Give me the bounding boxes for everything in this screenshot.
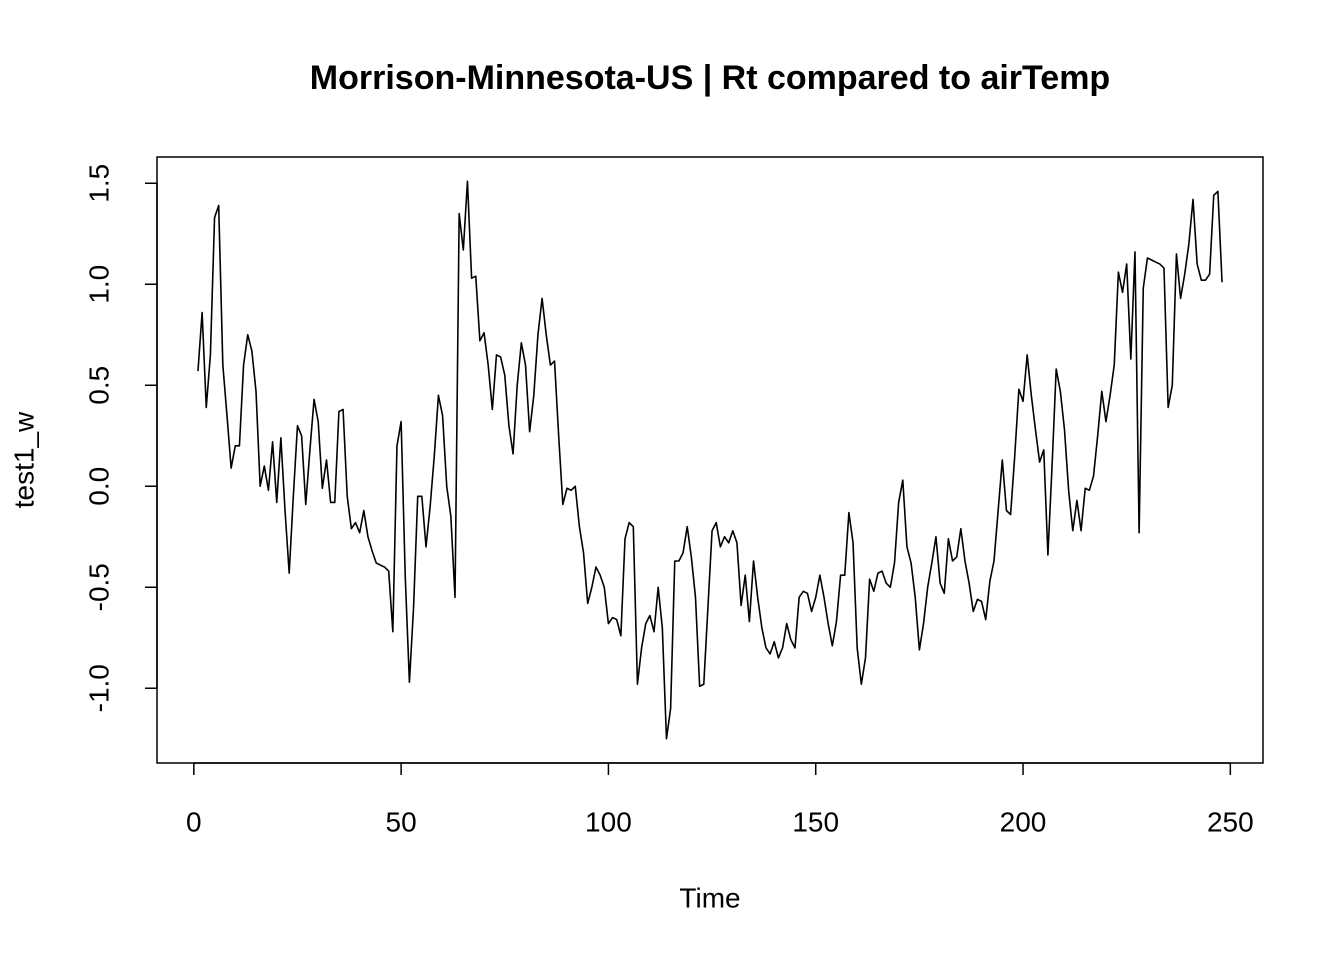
- x-tick-label: 150: [792, 806, 839, 837]
- y-tick-label: 0.0: [83, 467, 114, 506]
- x-tick-label: 50: [386, 806, 417, 837]
- y-tick-label: 1.0: [83, 265, 114, 304]
- chart-title: Morrison-Minnesota-US | Rt compared to a…: [310, 59, 1110, 97]
- data-line: [197, 180, 1223, 740]
- x-tick-label: 100: [585, 806, 632, 837]
- y-tick-label: 1.5: [83, 164, 114, 203]
- y-tick-label: 0.5: [83, 366, 114, 405]
- plot-box: [156, 156, 1264, 764]
- x-axis-label: Time: [679, 882, 740, 913]
- y-tick-label: -0.5: [83, 563, 114, 611]
- x-tick-label: 250: [1207, 806, 1254, 837]
- x-tick-label: 0: [186, 806, 202, 837]
- y-axis-label: test1_w: [8, 411, 39, 508]
- x-tick-label: 200: [1000, 806, 1047, 837]
- y-tick-label: -1.0: [83, 664, 114, 712]
